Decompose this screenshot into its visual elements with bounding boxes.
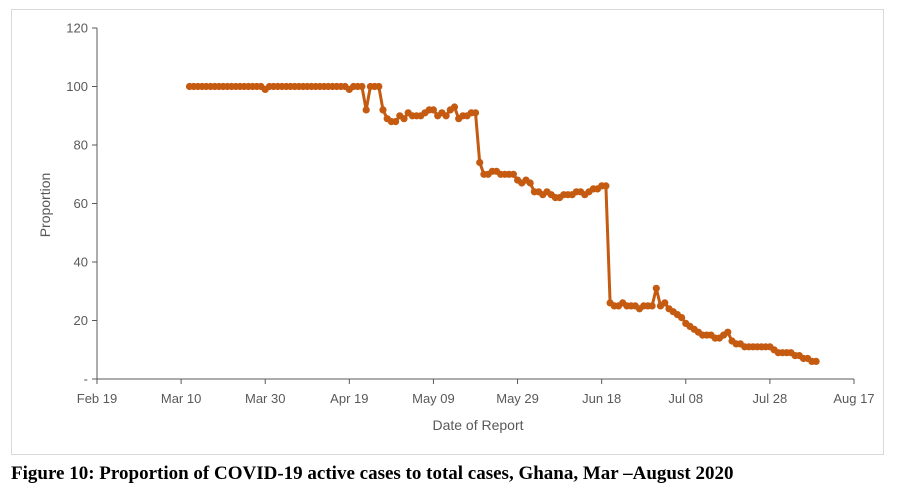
y-tick-label: 80 — [74, 138, 88, 153]
y-tick-label: 40 — [74, 255, 88, 270]
x-tick-label: Jul 08 — [668, 391, 703, 406]
x-axis-title: Date of Report — [432, 417, 523, 433]
data-point — [450, 103, 459, 111]
x-tick-label: May 29 — [496, 391, 539, 406]
data-point — [602, 182, 610, 190]
series-line — [189, 85, 817, 363]
data-point — [442, 112, 450, 120]
data-point — [678, 314, 686, 322]
data-point — [392, 118, 400, 126]
x-tick-label: Jul 28 — [753, 391, 788, 406]
x-tick-label: May 09 — [412, 391, 455, 406]
x-tick-label: Feb 19 — [77, 391, 117, 406]
data-point — [476, 158, 484, 167]
y-tick-label: 60 — [74, 196, 88, 211]
x-tick-label: Mar 30 — [245, 391, 285, 406]
x-tick-label: Apr 19 — [330, 391, 368, 406]
chart-frame: - 20 40 60 80 100 120 Feb 19 Mar 10 Mar 30 Apr 19… — [11, 9, 884, 455]
y-tick-label: 120 — [66, 21, 88, 36]
y-tick-label: 100 — [66, 79, 88, 94]
data-point — [648, 302, 656, 310]
data-point — [362, 106, 370, 114]
x-axis: Feb 19 Mar 10 Mar 30 Apr 19 May 09 May 29 Jun … — [77, 378, 875, 406]
figure-caption: Figure 10: Proportion of COVID-19 active… — [11, 463, 734, 484]
x-tick-label: Jun 18 — [582, 391, 621, 406]
y-tick-label: - — [84, 372, 88, 387]
data-point — [509, 170, 517, 178]
data-point — [661, 299, 669, 307]
data-point — [652, 284, 660, 292]
x-tick-label: Mar 10 — [161, 391, 201, 406]
data-point — [400, 115, 408, 123]
data-point — [358, 82, 366, 91]
y-tick-label: 20 — [74, 313, 88, 328]
series-layer — [185, 82, 820, 365]
y-axis-title: Proportion — [37, 173, 53, 238]
x-tick-label: Aug 17 — [833, 391, 874, 406]
y-axis: - 20 40 60 80 100 120 — [66, 21, 98, 387]
data-point — [724, 328, 732, 336]
chart-svg: - 20 40 60 80 100 120 Feb 19 Mar 10 Mar 30 Apr 19… — [37, 21, 875, 434]
data-point — [526, 179, 534, 187]
data-point — [379, 106, 387, 114]
data-point — [471, 109, 480, 117]
data-point — [812, 357, 820, 365]
data-point — [375, 82, 383, 91]
data-point — [429, 106, 437, 114]
